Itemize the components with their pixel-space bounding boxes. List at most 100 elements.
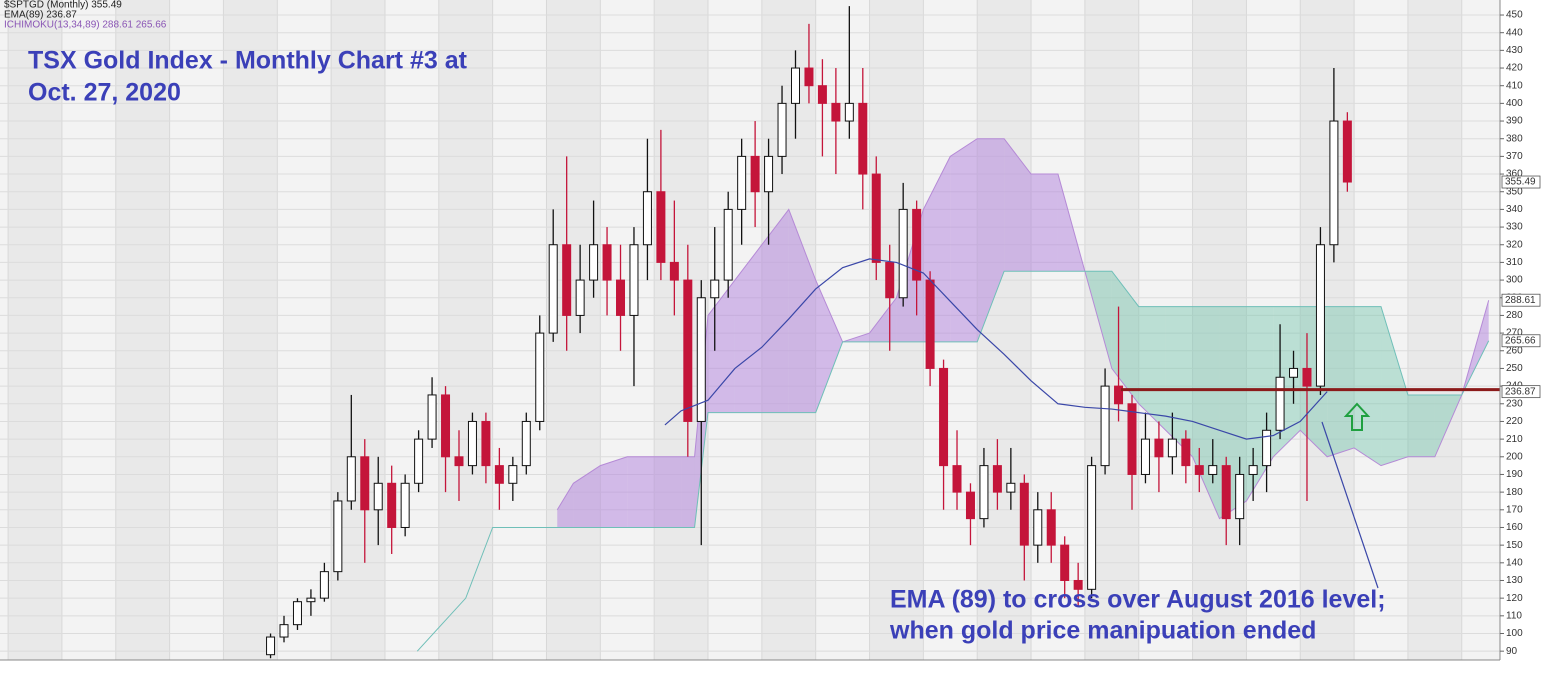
candle-body [387,482,397,528]
candle-body [710,279,720,299]
price-label: 265.66 [1505,335,1536,346]
candle-body [481,420,491,467]
candle-body [494,465,504,484]
y-tick-label: 160 [1506,522,1523,533]
candle-body [1275,376,1285,431]
candle-body [441,394,451,458]
candle-body [1114,385,1124,405]
cloud-segment [627,456,655,528]
candle-body [467,420,477,467]
candle-body [1100,385,1110,467]
candle-body [1140,438,1150,475]
y-tick-label: 420 [1506,63,1523,74]
y-tick-label: 210 [1506,434,1523,445]
candle-body [858,102,868,175]
candle-body [279,624,289,638]
candle-body [1329,120,1339,246]
candle-body [427,394,437,440]
candle-body [1302,367,1312,387]
candle-body [804,67,814,87]
candle-body [508,465,518,484]
cloud-segment [1031,174,1058,272]
y-tick-label: 360 [1506,169,1523,180]
year-band [438,0,493,660]
candle-body [1194,465,1204,475]
y-tick-label: 200 [1506,451,1523,462]
y-tick-label: 280 [1506,310,1523,321]
candle-body [548,244,558,334]
y-tick-label: 270 [1506,328,1523,339]
candle-body [414,438,424,484]
candle-body [696,297,706,422]
candle-body [373,482,383,511]
y-tick-label: 140 [1506,557,1523,568]
candle-body [333,500,343,573]
candle-body [979,465,989,520]
price-badge [1501,334,1541,348]
candle-body [1019,482,1029,546]
y-tick-label: 390 [1506,116,1523,127]
candle-body [535,332,545,422]
candle-body [454,456,464,467]
candle-body [1073,579,1083,590]
candle-body [1033,509,1043,546]
candle-body [885,261,895,299]
axis-bottom [0,660,1500,684]
cloud-segment [734,244,762,413]
candle-body [750,155,760,193]
candle-body [306,597,316,603]
candle-body [642,191,652,246]
candle-body [1154,438,1164,458]
cloud-segment [1407,394,1435,457]
candle-body [939,367,949,467]
candle-body [1060,544,1070,581]
candle-body [1046,509,1056,546]
price-label: 288.61 [1505,295,1536,306]
candle-body [266,636,276,656]
candle-body [925,279,935,369]
candle-body [656,191,666,263]
candle-body [952,465,962,493]
candle-body [1181,438,1191,467]
y-tick-label: 450 [1506,10,1523,21]
cloud-segment [600,456,628,528]
candle-body [292,601,302,626]
candle-body [521,420,531,467]
y-tick-label: 370 [1506,151,1523,162]
candle-body [1167,438,1177,458]
y-tick-label: 330 [1506,222,1523,233]
candle-body [777,102,787,157]
annotation-line: EMA (89) to cross over August 2016 level… [890,586,1386,614]
y-tick-label: 130 [1506,575,1523,586]
price-badge [1501,385,1541,399]
candle-body [790,67,800,104]
year-band [1407,0,1462,660]
year-band [1300,0,1355,660]
candle-body [1127,403,1137,475]
candle-body [1248,465,1258,475]
y-tick-label: 220 [1506,416,1523,427]
y-tick-label: 260 [1506,345,1523,356]
y-tick-label: 400 [1506,98,1523,109]
cloud-segment [654,456,682,528]
annotation-line: when gold price manipuation ended [889,617,1316,645]
cloud-segment [557,483,574,528]
y-tick-label: 230 [1506,398,1523,409]
candle-body [1315,244,1325,387]
candle-body [683,279,693,422]
y-tick-label: 180 [1506,487,1523,498]
title-line: Oct. 27, 2020 [28,79,181,107]
price-label: 355.49 [1505,177,1536,188]
candle-body [602,244,612,281]
cloud-segment [1327,306,1355,457]
cloud-segment [950,138,978,342]
candle-body [912,208,922,281]
y-tick-label: 150 [1506,540,1523,551]
year-band [223,0,278,660]
cloud-segment [788,209,816,413]
y-tick-label: 90 [1506,646,1518,657]
y-tick-label: 430 [1506,45,1523,56]
year-band [977,0,1032,660]
candle-body [400,482,410,528]
